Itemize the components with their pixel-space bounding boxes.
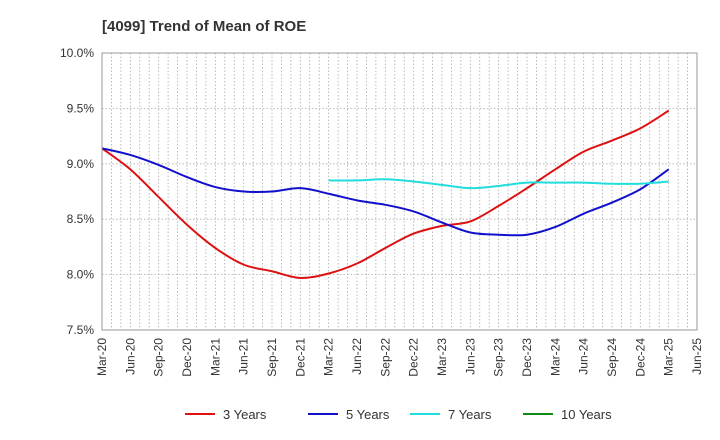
y-tick-label: 9.5% (67, 101, 95, 115)
x-tick-label: Sep-21 (265, 338, 279, 377)
x-tick-label: Sep-20 (152, 338, 166, 377)
x-tick-label: Jun-24 (577, 338, 591, 375)
series-line-3-years (101, 109, 670, 279)
y-tick-label: 9.0% (67, 157, 95, 171)
chart-title: [4099] Trend of Mean of ROE (102, 18, 306, 35)
x-tick-label: Dec-21 (293, 338, 307, 377)
x-tick-label: Jun-20 (123, 338, 137, 375)
series-lines (101, 109, 670, 279)
x-axis: Mar-20 Jun-20 Sep-20 Dec-20 Mar-21 Jun-21 Sep-… (95, 338, 704, 377)
x-tick-label: Mar-23 (435, 338, 449, 376)
x-tick-label: Sep-23 (492, 338, 506, 377)
y-tick-label: 8.0% (67, 268, 95, 282)
x-tick-label: Dec-24 (633, 338, 647, 377)
y-tick-label: 7.5% (67, 323, 95, 337)
x-tick-label: Sep-24 (605, 338, 619, 377)
legend-label: 7 Years (448, 407, 492, 422)
legend-label: 3 Years (223, 407, 267, 422)
legend-label: 5 Years (346, 407, 390, 422)
x-tick-label: Sep-22 (378, 338, 392, 377)
x-tick-label: Dec-20 (180, 338, 194, 377)
y-tick-label: 8.5% (67, 212, 95, 226)
x-tick-label: Jun-21 (237, 338, 251, 375)
series-line-5-years (101, 147, 670, 237)
legend: 3 Years 5 Years 7 Years 10 Years (185, 407, 612, 422)
x-tick-label: Mar-22 (322, 338, 336, 376)
y-axis: 7.5% 8.0% 8.5% 9.0% 9.5% 10.0% (60, 46, 94, 337)
series-line-7-years (328, 178, 669, 190)
x-tick-label: Mar-24 (548, 338, 562, 376)
y-tick-label: 10.0% (60, 46, 94, 60)
x-tick-label: Mar-21 (208, 338, 222, 376)
plot-area (101, 52, 698, 331)
x-tick-label: Mar-25 (662, 338, 676, 376)
legend-label: 10 Years (561, 407, 612, 422)
x-tick-label: Dec-23 (520, 338, 534, 377)
x-tick-label: Mar-20 (95, 338, 109, 376)
x-tick-label: Jun-25 (690, 338, 704, 375)
grid-lines (102, 53, 697, 330)
x-tick-label: Jun-23 (463, 338, 477, 375)
x-tick-label: Dec-22 (407, 338, 421, 377)
x-tick-label: Jun-22 (350, 338, 364, 375)
